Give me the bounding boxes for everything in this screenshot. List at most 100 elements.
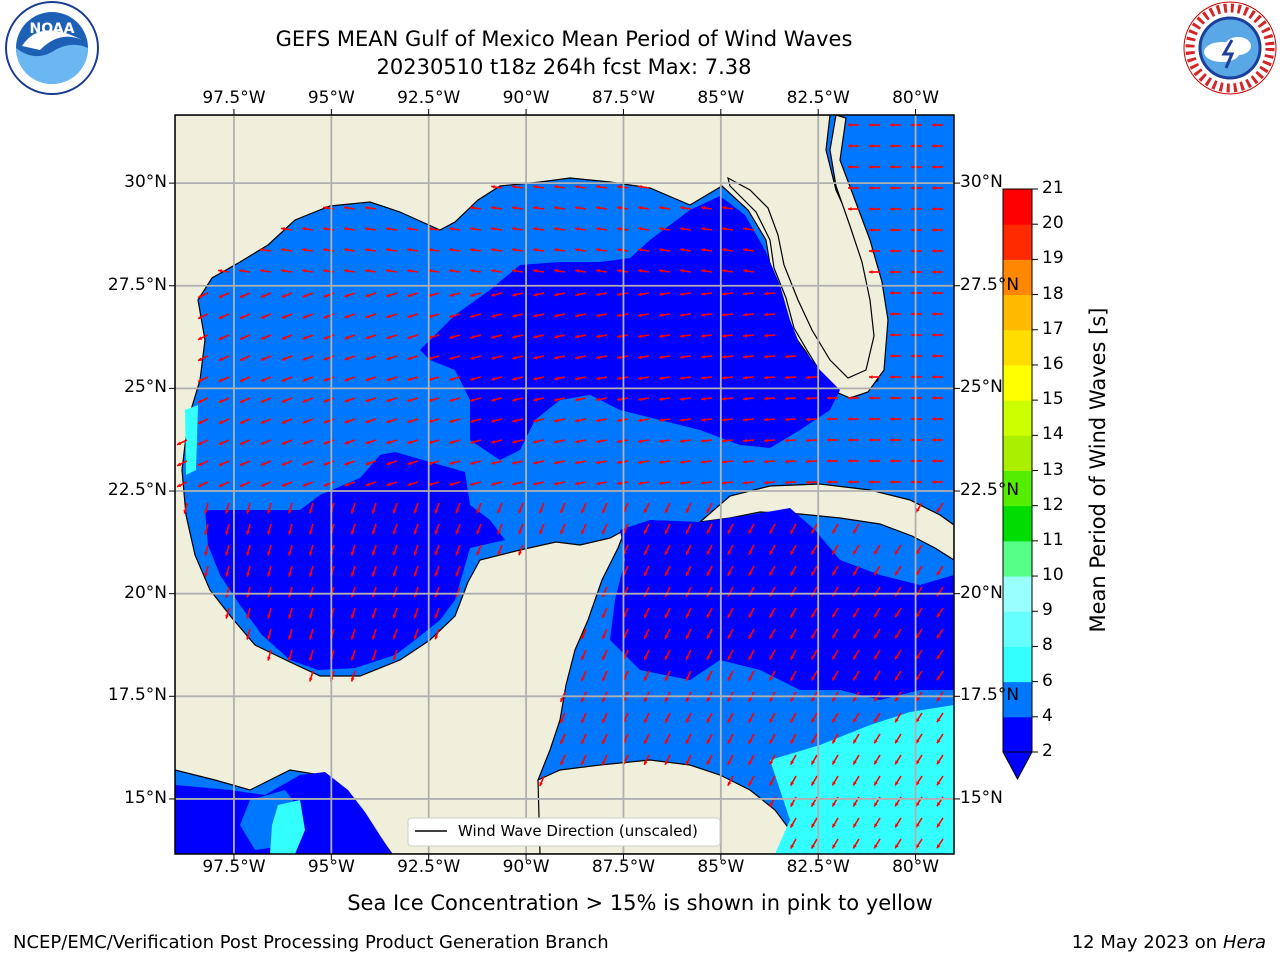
wind-arrow-head [596, 355, 600, 360]
wind-arrow-head [936, 781, 941, 786]
wind-arrow-head [512, 481, 517, 486]
wind-arrow-head [638, 226, 642, 231]
wind-arrow-head [722, 312, 726, 317]
wind-arrow-head [497, 530, 502, 535]
wave-period-low [175, 196, 954, 854]
wind-arrow-head [470, 377, 475, 381]
wind-arrow-head [764, 480, 768, 485]
wind-arrow-head [748, 697, 753, 702]
wind-arrow-head [533, 268, 537, 273]
wind-arrow-head [449, 419, 454, 423]
wind-arrow-head [911, 291, 915, 295]
wind-arrow-head [685, 508, 690, 513]
wind-arrow-head [727, 760, 732, 765]
wind-arrow-head [869, 228, 873, 232]
wind-arrow-head [785, 375, 789, 380]
wind-arrow-head [323, 205, 327, 210]
wind-arrow-head [764, 417, 768, 422]
wind-arrow-head [743, 396, 747, 401]
wind-arrow-head [365, 205, 369, 210]
wind-arrow-head [512, 292, 517, 297]
wind-arrow-head [407, 482, 412, 487]
wind-arrow-head [832, 739, 836, 744]
wind-arrow-head [449, 461, 454, 465]
wind-arrow-head [811, 781, 815, 786]
wind-arrow-head [344, 461, 349, 466]
wind-arrow-head [911, 354, 915, 358]
wind-arrow-head [727, 634, 732, 639]
wind-arrow-head [344, 293, 349, 298]
wind-arrow-head [743, 312, 747, 317]
wind-arrow-head [281, 336, 286, 340]
wind-arrow-head [497, 509, 502, 514]
wind-arrow-head [932, 291, 936, 295]
wind-arrow-head [198, 420, 203, 424]
colorbar-segment [1003, 576, 1032, 612]
wind-arrow-head [302, 356, 307, 361]
colorbar-segment [1003, 364, 1032, 401]
wind-arrow-head [638, 334, 642, 339]
wind-arrow-head [874, 550, 878, 555]
colorbar-tick-label: 4 [1042, 705, 1053, 726]
wind-arrow-head [392, 509, 397, 514]
wind-arrow-head [617, 418, 621, 423]
wind-arrow-head [911, 228, 915, 232]
wind-arrow-head [644, 655, 648, 660]
wind-arrow-head [365, 356, 370, 361]
wind-arrow-head [932, 375, 936, 379]
wind-arrow-head [371, 656, 376, 661]
wind-arrow-head [602, 677, 606, 682]
wind-arrow-head [644, 739, 648, 744]
wind-arrow-head [204, 572, 209, 577]
wind-arrow-head [407, 226, 411, 231]
wind-arrow-head [617, 313, 621, 318]
wind-arrow-head [811, 550, 815, 555]
wind-arrow-head [309, 656, 313, 661]
wind-arrow-head [533, 226, 537, 231]
wind-arrow-head [890, 186, 894, 190]
wind-arrow-head [554, 205, 558, 210]
wind-arrow-head [701, 247, 705, 252]
x-tick-label: 80°W [892, 88, 940, 108]
wind-arrow-head [748, 529, 753, 534]
wind-arrow-head [936, 802, 941, 807]
wind-arrow-head [848, 396, 852, 400]
wind-arrow-head [664, 655, 669, 660]
wind-arrow-head [512, 397, 517, 402]
wind-arrow-head [413, 530, 418, 535]
wind-arrow-head [806, 417, 810, 422]
wind-arrow-head [533, 247, 537, 252]
wind-arrow-head [911, 396, 915, 400]
wind-arrow-head [218, 294, 223, 298]
wind-arrow-head [936, 508, 941, 513]
wind-arrow-head [198, 294, 203, 298]
wind-arrow-head [890, 144, 894, 148]
wind-arrow-head [706, 529, 711, 534]
wind-arrow-head [323, 335, 328, 340]
wind-arrow-head [365, 293, 370, 298]
wind-arrow-head [617, 439, 621, 444]
wind-arrow-head [246, 530, 250, 535]
wind-arrow-head [911, 249, 915, 253]
wind-arrow-head [267, 509, 271, 514]
wind-arrow-head [638, 481, 642, 486]
wind-arrow-head [811, 613, 815, 618]
wind-arrow-head [575, 184, 579, 189]
wind-arrow-head [701, 291, 705, 296]
wind-arrow-head [365, 335, 370, 340]
wind-arrow-head [916, 655, 920, 660]
wind-arrow-head [769, 613, 774, 618]
wind-arrow-head [260, 357, 265, 361]
wind-arrow-head [407, 461, 412, 466]
wind-arrow-head [491, 247, 495, 252]
wind-arrow-head [554, 268, 558, 273]
wind-arrow-head [644, 718, 648, 723]
wind-arrow-head [644, 676, 648, 681]
wind-arrow-head [932, 438, 936, 442]
wind-arrow-head [748, 760, 753, 765]
wind-arrow-head [895, 571, 899, 576]
wind-arrow-head [748, 634, 753, 639]
y-tick-label-left: 22.5°N [107, 480, 167, 501]
wind-arrow-head [476, 551, 481, 556]
wind-arrow-head [659, 397, 663, 401]
